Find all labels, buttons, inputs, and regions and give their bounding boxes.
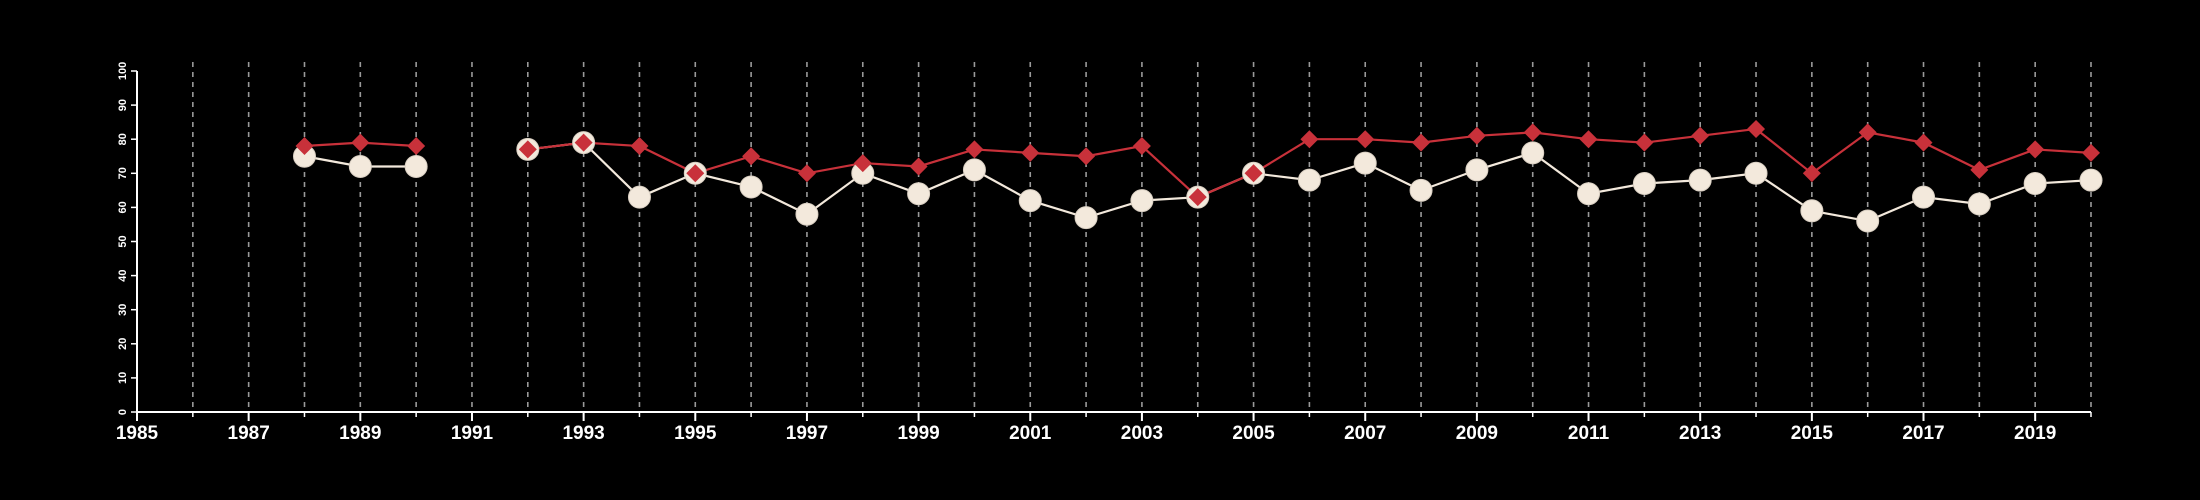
point-circle xyxy=(404,154,428,178)
point-diamond xyxy=(1914,133,1933,152)
point-diamond xyxy=(518,140,537,159)
point-diamond xyxy=(797,164,816,183)
point-circle xyxy=(1521,141,1545,165)
point-diamond xyxy=(1802,164,1821,183)
x-tick-label: 2013 xyxy=(1679,423,1721,444)
point-circle xyxy=(1074,206,1098,230)
y-tick-label: 60 xyxy=(117,201,129,213)
point-circle xyxy=(907,182,931,206)
y-tick-label: 90 xyxy=(117,99,129,111)
point-circle xyxy=(1912,185,1936,209)
x-tick-label: 1987 xyxy=(228,423,270,444)
point-circle xyxy=(1018,189,1042,213)
x-tick-label: 2007 xyxy=(1344,423,1386,444)
point-diamond xyxy=(295,137,314,156)
point-diamond xyxy=(686,164,705,183)
point-circle xyxy=(1353,151,1377,175)
x-tick-label: 2003 xyxy=(1121,423,1163,444)
point-diamond xyxy=(1300,130,1319,149)
x-tick-label: 2009 xyxy=(1456,423,1498,444)
point-diamond xyxy=(1747,119,1766,138)
point-diamond xyxy=(1244,164,1263,183)
x-tick-label: 1997 xyxy=(786,423,828,444)
point-circle xyxy=(1297,168,1321,192)
point-circle xyxy=(1744,161,1768,185)
point-circle xyxy=(627,185,651,209)
x-tick-label: 2015 xyxy=(1791,423,1834,444)
point-diamond xyxy=(853,154,872,173)
axes: 0 10 20 30 40 50 60 70 80 90 100 1985 1987 1989 1991 19… xyxy=(116,62,2092,444)
x-tick-label: 1989 xyxy=(339,423,381,444)
y-tick-label: 20 xyxy=(117,338,129,350)
point-diamond xyxy=(1077,147,1096,166)
x-tick-label: 1991 xyxy=(451,423,494,444)
x-tick-label: 2019 xyxy=(2014,423,2056,444)
y-tick-label: 30 xyxy=(117,304,129,316)
point-circle xyxy=(739,175,763,199)
y-tick-label: 70 xyxy=(117,167,129,179)
grid-lines xyxy=(192,62,2092,412)
point-circle xyxy=(1967,192,1991,216)
point-circle xyxy=(1409,178,1433,202)
y-tick-label: 40 xyxy=(117,269,129,281)
point-diamond xyxy=(1635,133,1654,152)
x-tick-label: 2005 xyxy=(1232,423,1275,444)
point-diamond xyxy=(1858,123,1877,142)
point-diamond xyxy=(1970,160,1989,179)
point-diamond xyxy=(1691,126,1710,145)
point-diamond xyxy=(1412,133,1431,152)
point-diamond xyxy=(351,133,370,152)
point-circle xyxy=(2023,172,2047,196)
x-tick-label: 2017 xyxy=(1902,423,1944,444)
point-circle xyxy=(1800,199,1824,223)
point-diamond xyxy=(1132,137,1151,156)
point-circle xyxy=(1130,189,1154,213)
point-diamond xyxy=(1188,188,1207,207)
point-circle xyxy=(962,158,986,182)
point-diamond xyxy=(2026,140,2045,159)
point-circle xyxy=(1688,168,1712,192)
x-tick-label: 2001 xyxy=(1009,423,1052,444)
x-tick-label: 1995 xyxy=(674,423,717,444)
x-tick-label: 1985 xyxy=(116,423,159,444)
point-diamond xyxy=(1356,130,1375,149)
y-tick-label: 0 xyxy=(117,409,129,415)
point-diamond xyxy=(965,140,984,159)
point-circle xyxy=(795,202,819,226)
point-circle xyxy=(1577,182,1601,206)
point-diamond xyxy=(630,137,649,156)
point-diamond xyxy=(407,137,426,156)
point-diamond xyxy=(1523,123,1542,142)
point-diamond xyxy=(742,147,761,166)
point-diamond xyxy=(574,133,593,152)
x-tick-label: 2011 xyxy=(1568,423,1610,444)
point-diamond xyxy=(1579,130,1598,149)
point-diamond xyxy=(909,157,928,176)
y-tick-label: 50 xyxy=(117,235,129,247)
point-circle xyxy=(2079,168,2103,192)
x-tick-label: 1993 xyxy=(562,423,604,444)
y-tick-label: 80 xyxy=(117,133,129,145)
y-tick-label: 100 xyxy=(117,62,129,80)
point-circle xyxy=(1465,158,1489,182)
y-tick-label: 10 xyxy=(117,372,129,384)
point-circle xyxy=(1856,209,1880,233)
data-series xyxy=(292,119,2103,233)
point-diamond xyxy=(1021,143,1040,162)
point-diamond xyxy=(2082,143,2100,162)
point-circle xyxy=(1632,172,1656,196)
point-diamond xyxy=(1467,126,1486,145)
point-circle xyxy=(348,154,372,178)
x-tick-label: 1999 xyxy=(897,423,939,444)
